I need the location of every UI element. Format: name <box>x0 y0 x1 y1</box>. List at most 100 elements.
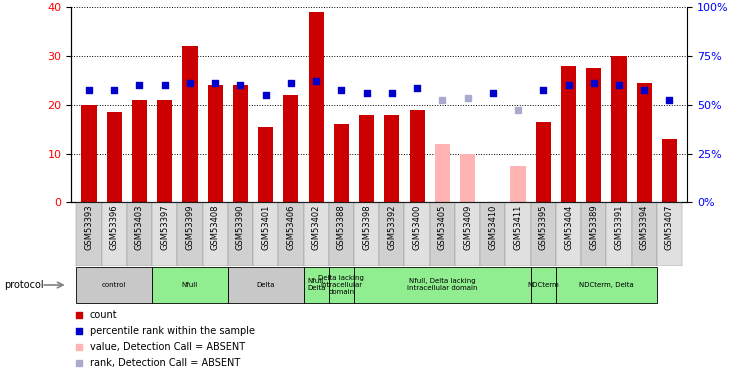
Bar <box>177 202 203 266</box>
Text: GSM53405: GSM53405 <box>438 204 447 250</box>
Bar <box>405 202 430 266</box>
Text: protocol: protocol <box>4 280 44 290</box>
Point <box>663 97 675 103</box>
Bar <box>152 267 228 303</box>
Point <box>411 85 423 91</box>
Text: GSM53408: GSM53408 <box>211 204 220 250</box>
Text: Delta: Delta <box>256 282 275 288</box>
Point <box>562 82 575 88</box>
Text: Delta lacking
intracellular
domain: Delta lacking intracellular domain <box>318 275 364 295</box>
Point <box>487 90 499 96</box>
Text: GSM53396: GSM53396 <box>110 204 119 250</box>
Bar <box>283 95 298 202</box>
Bar <box>303 202 329 266</box>
Text: GSM53400: GSM53400 <box>412 204 421 250</box>
Text: count: count <box>90 310 117 321</box>
Bar <box>379 202 405 266</box>
Point <box>440 119 452 125</box>
Text: GSM53401: GSM53401 <box>261 204 270 250</box>
Bar <box>303 267 329 303</box>
Text: control: control <box>102 282 126 288</box>
Point <box>462 94 474 100</box>
Text: GSM53393: GSM53393 <box>85 204 94 250</box>
Point <box>285 80 297 86</box>
Text: GSM53395: GSM53395 <box>538 204 547 250</box>
Bar <box>637 83 652 203</box>
Bar <box>253 202 279 266</box>
Bar <box>101 202 127 266</box>
Text: GSM53392: GSM53392 <box>388 204 397 250</box>
Text: GSM53411: GSM53411 <box>514 204 523 250</box>
Text: value, Detection Call = ABSENT: value, Detection Call = ABSENT <box>90 342 245 352</box>
Bar <box>435 144 450 202</box>
Bar <box>611 56 626 202</box>
Bar <box>329 267 354 303</box>
Bar <box>657 202 682 266</box>
Bar <box>279 202 303 266</box>
Text: rank, Detection Call = ABSENT: rank, Detection Call = ABSENT <box>90 358 240 368</box>
Bar <box>511 166 526 202</box>
Point <box>134 82 146 88</box>
Bar <box>258 127 273 202</box>
Bar <box>329 202 354 266</box>
Bar <box>182 46 198 202</box>
Bar <box>157 100 172 202</box>
Point <box>83 87 95 93</box>
Bar <box>233 86 248 202</box>
Point <box>360 90 372 96</box>
Bar <box>455 202 480 266</box>
Text: GSM53399: GSM53399 <box>185 204 195 250</box>
Bar <box>309 12 324 202</box>
Bar <box>207 86 223 202</box>
Bar <box>354 202 379 266</box>
Bar <box>409 110 424 202</box>
Bar <box>480 202 505 266</box>
Text: Nfull, Delta lacking
intracellular domain: Nfull, Delta lacking intracellular domai… <box>407 279 478 291</box>
Point <box>184 80 196 86</box>
Point <box>336 87 348 93</box>
Bar <box>77 267 152 303</box>
Bar <box>581 202 606 266</box>
Text: GSM53402: GSM53402 <box>312 204 321 250</box>
Bar <box>228 202 253 266</box>
Bar <box>531 267 556 303</box>
Text: GSM53406: GSM53406 <box>286 204 295 250</box>
Text: GSM53410: GSM53410 <box>488 204 497 250</box>
Point <box>512 107 524 113</box>
Point <box>386 90 398 96</box>
Bar <box>334 124 349 202</box>
Point <box>440 264 452 270</box>
Text: NDCterm, Delta: NDCterm, Delta <box>579 282 634 288</box>
Text: percentile rank within the sample: percentile rank within the sample <box>90 326 255 336</box>
Bar <box>531 202 556 266</box>
Bar <box>535 122 551 202</box>
Bar <box>81 105 97 202</box>
Text: GSM53388: GSM53388 <box>337 204 346 250</box>
Text: GSM53389: GSM53389 <box>590 204 599 250</box>
Bar <box>203 202 228 266</box>
Bar <box>359 115 374 202</box>
Point <box>588 80 600 86</box>
Text: GSM53398: GSM53398 <box>362 204 371 250</box>
Bar <box>556 202 581 266</box>
Bar <box>132 100 147 202</box>
Bar <box>385 115 400 202</box>
Point <box>260 92 272 98</box>
Text: GSM53409: GSM53409 <box>463 204 472 250</box>
Point <box>613 82 625 88</box>
Bar <box>561 66 576 203</box>
Text: GSM53390: GSM53390 <box>236 204 245 250</box>
Bar <box>505 202 531 266</box>
Bar <box>460 154 475 203</box>
Text: GSM53404: GSM53404 <box>564 204 573 250</box>
Bar <box>662 139 677 202</box>
Point <box>108 87 120 93</box>
Text: GSM53391: GSM53391 <box>614 204 623 250</box>
Text: NDCterm: NDCterm <box>527 282 559 288</box>
Bar <box>587 68 602 203</box>
Text: GSM53407: GSM53407 <box>665 204 674 250</box>
Text: GSM53397: GSM53397 <box>160 204 169 250</box>
Bar <box>430 202 455 266</box>
Text: Nfull,
Delta: Nfull, Delta <box>307 279 325 291</box>
Bar <box>127 202 152 266</box>
